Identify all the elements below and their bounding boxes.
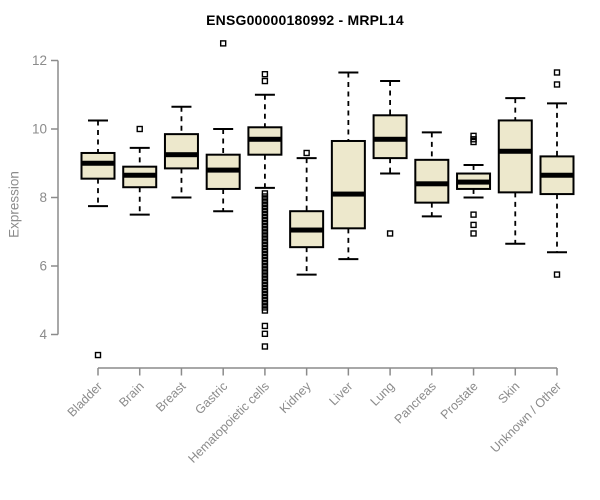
median-line-prostate xyxy=(457,179,491,185)
x-tick-label: Hematopoietic cells xyxy=(185,379,272,466)
x-tick-label: Liver xyxy=(326,379,355,408)
outlier-point-brain xyxy=(136,125,143,133)
x-tick-label: Gastric xyxy=(192,379,230,417)
outlier-point-prostate xyxy=(470,230,477,237)
x-tick-label: Kidney xyxy=(277,379,314,416)
outlier-point-hematopoietic-cells xyxy=(261,322,269,330)
box-bladder xyxy=(80,151,116,180)
outlier-point-unknown-other xyxy=(553,271,561,278)
outlier-point-prostate xyxy=(470,211,477,218)
median-line-hematopoietic-cells xyxy=(248,136,282,142)
outlier-point-hematopoietic-cells xyxy=(261,307,269,314)
box-skin xyxy=(497,119,533,194)
median-line-kidney xyxy=(290,227,324,233)
x-tick-label: Breast xyxy=(153,379,189,415)
box-pancreas xyxy=(414,158,450,204)
outlier-point-kidney xyxy=(303,149,310,157)
y-tick-label: 12 xyxy=(32,53,47,68)
outlier-point-gastric xyxy=(219,40,227,47)
x-tick-label: Lung xyxy=(368,379,398,409)
x-tick-label: Bladder xyxy=(65,379,105,419)
outlier-point-unknown-other xyxy=(553,69,561,76)
x-tick-label: Unknown / Other xyxy=(488,379,564,455)
x-tick-label: Skin xyxy=(495,379,522,406)
chart-title: ENSG00000180992 - MRPL14 xyxy=(206,12,404,28)
median-line-breast xyxy=(164,152,198,158)
x-tick-label: Pancreas xyxy=(392,379,439,426)
outlier-point-prostate xyxy=(470,221,477,229)
y-tick-label: 6 xyxy=(39,259,47,274)
median-line-liver xyxy=(331,191,365,197)
outlier-point-hematopoietic-cells xyxy=(261,77,269,85)
y-tick-label: 10 xyxy=(32,122,47,137)
outlier-point-lung xyxy=(386,230,394,237)
y-axis-label: Expression xyxy=(6,171,22,238)
median-line-skin xyxy=(498,148,532,154)
outlier-point-unknown-other xyxy=(553,81,561,88)
median-line-gastric xyxy=(206,167,240,173)
x-tick-label: Prostate xyxy=(438,379,481,422)
outlier-point-prostate xyxy=(470,132,477,140)
x-tick-label: Brain xyxy=(116,379,147,410)
box-breast xyxy=(163,133,199,170)
outlier-point-hematopoietic-cells xyxy=(261,343,269,350)
outlier-point-hematopoietic-cells xyxy=(261,70,269,78)
y-tick-label: 4 xyxy=(39,327,47,342)
median-line-pancreas xyxy=(415,181,449,187)
outlier-point-bladder xyxy=(94,351,102,359)
median-line-unknown-other xyxy=(540,172,574,178)
median-line-brain xyxy=(123,172,157,178)
median-line-bladder xyxy=(81,160,115,166)
box-lung xyxy=(372,114,408,160)
outlier-point-prostate xyxy=(470,138,477,146)
median-line-lung xyxy=(373,136,407,142)
y-tick-label: 8 xyxy=(39,190,47,205)
box-liver xyxy=(330,139,366,230)
outlier-point-hematopoietic-cells xyxy=(261,330,269,338)
